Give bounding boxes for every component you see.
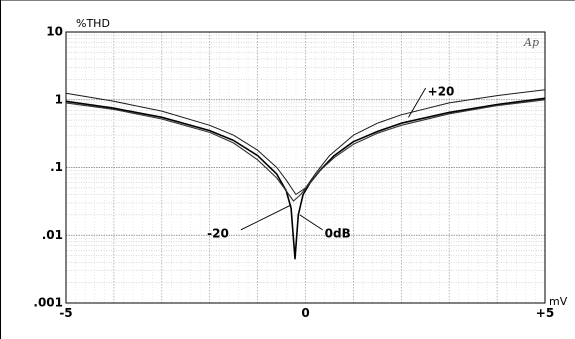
y-tick-label: .001: [33, 296, 63, 310]
x-tick-label: +5: [536, 306, 554, 320]
annotation-label-0db: 0dB: [325, 226, 351, 240]
annotation-leader-plus20: [408, 87, 427, 118]
ap-watermark: Ap: [523, 36, 539, 49]
annotations: +20 -20 0dB: [207, 85, 454, 241]
plot-frame: [65, 31, 546, 304]
y-tick-label: .01: [42, 228, 63, 242]
grid: [66, 32, 545, 303]
x-axis-unit: mV: [549, 295, 568, 308]
annotation-leader-0db: [299, 214, 323, 231]
y-tick-label: 1: [55, 92, 63, 106]
y-tick-label: 10: [46, 25, 63, 39]
y-tick-label: .1: [50, 160, 63, 174]
series-line-plus20: [65, 89, 546, 195]
x-tick-label: 0: [301, 306, 309, 320]
tick-labels: 10 1 .1 .01 .001-5 0 +5: [33, 25, 554, 321]
series-group: [65, 89, 546, 260]
annotation-leader-minus20: [240, 204, 292, 231]
series-line-0db: [65, 97, 546, 260]
annotation-label-minus20: -20: [207, 226, 229, 240]
y-axis-title: %THD: [76, 17, 110, 30]
series-line-minus20: [65, 99, 546, 202]
annotation-label-plus20: +20: [428, 85, 455, 99]
x-tick-label: -5: [59, 306, 72, 320]
